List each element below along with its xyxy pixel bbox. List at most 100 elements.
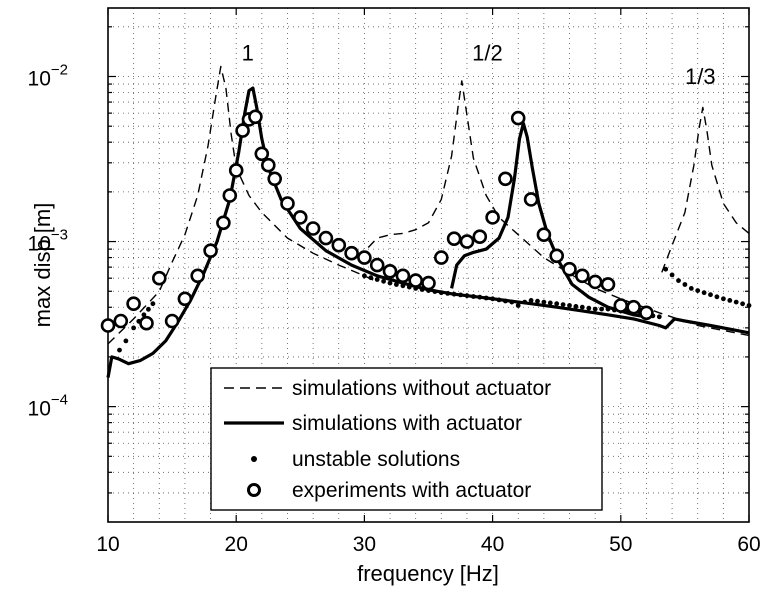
experiment-point bbox=[318, 230, 334, 246]
peak-label: 1/2 bbox=[472, 41, 503, 66]
unstable-solution-point bbox=[535, 298, 540, 304]
experiment-point bbox=[433, 250, 449, 265]
experiment-point bbox=[235, 123, 250, 138]
experiment-point bbox=[126, 296, 141, 312]
experiment-point bbox=[100, 318, 116, 333]
x-tick-label: 20 bbox=[225, 533, 248, 556]
experiment-point bbox=[216, 215, 231, 231]
unstable-solution-point bbox=[605, 306, 611, 312]
unstable-solution-point bbox=[445, 291, 451, 296]
experiment-point bbox=[164, 313, 180, 329]
unstable-solution-point bbox=[695, 288, 701, 293]
experiment-point bbox=[446, 231, 462, 246]
unstable-solution-point bbox=[362, 273, 367, 279]
unstable-solution-point bbox=[701, 290, 707, 296]
unstable-solution-point bbox=[586, 305, 592, 311]
unstable-solution-point bbox=[406, 284, 412, 290]
experiment-point bbox=[408, 273, 424, 288]
experiment-point bbox=[248, 109, 263, 125]
peak-label: 1 bbox=[242, 41, 254, 66]
unstable-solution-point bbox=[688, 286, 694, 291]
unstable-solution-point bbox=[592, 306, 598, 312]
legend-swatch-dot bbox=[251, 456, 257, 462]
unstable-solution-point bbox=[464, 293, 470, 299]
unstable-solution-point bbox=[708, 292, 713, 298]
unstable-solution-point bbox=[394, 282, 399, 287]
experiment-point bbox=[574, 268, 590, 284]
experiment-point bbox=[139, 315, 154, 331]
unstable-solution-point bbox=[721, 296, 726, 302]
unstable-solution-point bbox=[528, 298, 534, 303]
plot-area-frame bbox=[107, 7, 750, 523]
experiment-point bbox=[382, 263, 398, 279]
experiment-point bbox=[357, 250, 372, 265]
experiment-point bbox=[177, 291, 193, 307]
legend-label-without-actuator: simulations without actuator bbox=[292, 377, 551, 400]
unstable-solution-point bbox=[381, 278, 386, 284]
unstable-solution-point bbox=[451, 291, 457, 297]
x-tick-label: 30 bbox=[353, 533, 376, 556]
unstable-solution-point bbox=[740, 301, 745, 307]
series-line-simulations-with-actuator bbox=[450, 121, 647, 319]
unstable-solution-point bbox=[150, 301, 156, 307]
experiment-point bbox=[305, 221, 321, 236]
unstable-solution-point bbox=[599, 306, 604, 312]
unstable-solution-point bbox=[477, 294, 483, 300]
experiment-point bbox=[613, 298, 629, 313]
experiment-point bbox=[228, 163, 244, 178]
unstable-solution-point bbox=[676, 278, 681, 283]
unstable-solution-point bbox=[438, 290, 444, 296]
series-line-simulations-without-actuator bbox=[107, 65, 378, 345]
experiment-point bbox=[600, 277, 616, 292]
experiment-point bbox=[549, 248, 565, 264]
experiment-point bbox=[587, 274, 603, 290]
series-layer bbox=[100, 65, 752, 378]
peak-label: 1/3 bbox=[685, 64, 716, 89]
unstable-solution-point bbox=[123, 338, 129, 344]
unstable-solution-point bbox=[419, 287, 425, 292]
axis-ticks: 10 20 30 40 50 60 10−4 10−3 10−2 bbox=[28, 8, 761, 556]
experiment-point bbox=[510, 110, 526, 126]
experiment-point bbox=[152, 270, 167, 286]
unstable-solution-point bbox=[560, 302, 566, 307]
x-tick-label: 40 bbox=[481, 533, 504, 556]
unstable-solution-point bbox=[746, 303, 752, 308]
unstable-solution-point bbox=[490, 296, 495, 302]
unstable-solution-point bbox=[131, 325, 137, 331]
experiment-point bbox=[292, 210, 308, 225]
unstable-solution-point bbox=[458, 292, 463, 298]
experiment-point bbox=[498, 171, 513, 187]
legend-label-unstable: unstable solutions bbox=[292, 448, 460, 471]
y-tick-label: 10−2 bbox=[28, 61, 68, 90]
unstable-solution-point bbox=[733, 299, 739, 305]
experiment-point bbox=[523, 192, 539, 207]
x-tick-label: 10 bbox=[96, 533, 119, 556]
experiment-point bbox=[280, 196, 295, 211]
unstable-solution-point bbox=[567, 303, 572, 308]
series-line-simulations-with-actuator bbox=[106, 86, 750, 378]
x-tick-label: 60 bbox=[737, 533, 760, 556]
series-line-simulations-without-actuator bbox=[367, 80, 750, 337]
unstable-solution-point bbox=[374, 277, 380, 282]
y-axis-label: max disp [m] bbox=[30, 203, 55, 328]
experiment-point bbox=[626, 299, 641, 315]
x-axis-label: frequency [Hz] bbox=[357, 561, 499, 586]
unstable-solution-point bbox=[727, 298, 733, 303]
unstable-solution-point bbox=[471, 294, 476, 299]
unstable-solution-point bbox=[547, 300, 553, 306]
unstable-solution-point bbox=[541, 299, 547, 305]
unstable-solution-point bbox=[432, 289, 438, 294]
unstable-solution-point bbox=[573, 304, 579, 309]
unstable-solution-point bbox=[141, 312, 147, 318]
experiment-point bbox=[639, 305, 654, 321]
peak-annotations: 1 1/2 1/3 bbox=[242, 41, 716, 90]
unstable-solution-point bbox=[503, 298, 508, 304]
experiment-point bbox=[254, 146, 270, 162]
experiment-point bbox=[459, 234, 475, 249]
y-tick-label: 10−4 bbox=[28, 392, 68, 421]
experiment-point bbox=[485, 210, 500, 225]
unstable-solution-point bbox=[496, 297, 502, 303]
unstable-solution-point bbox=[714, 294, 720, 300]
experiment-point bbox=[331, 237, 347, 253]
